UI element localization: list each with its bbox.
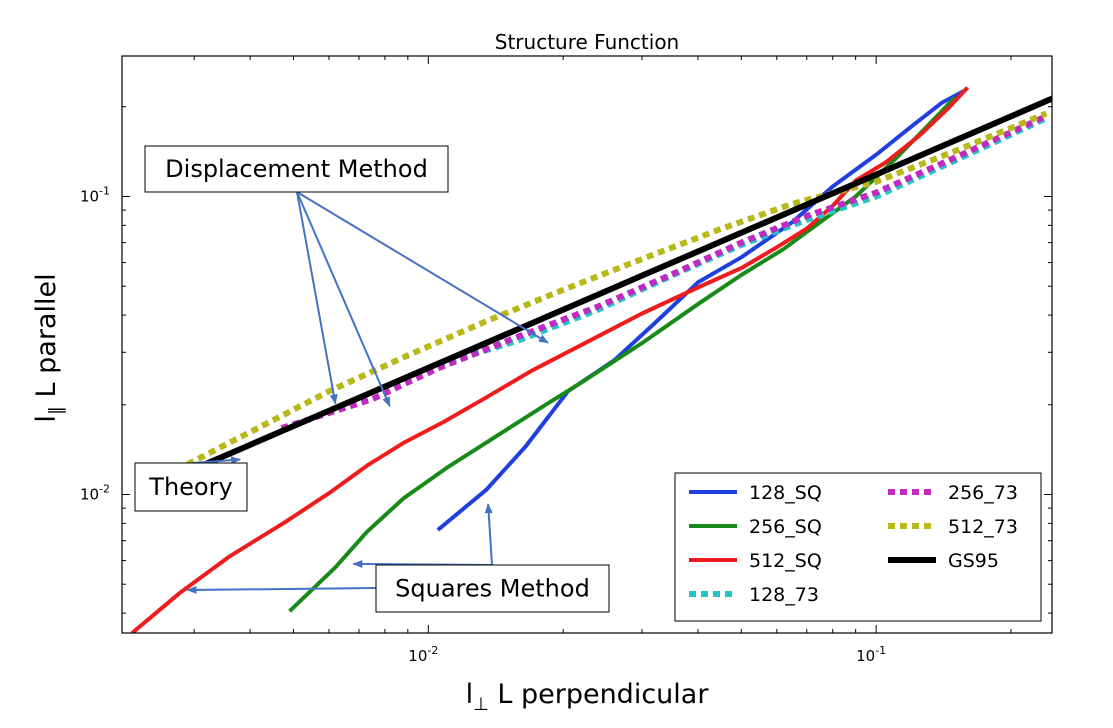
x-tick-label: 10-1	[856, 644, 886, 665]
annotation-label: Theory	[148, 473, 232, 501]
legend-label-gs95: GS95	[948, 550, 999, 572]
annotation-arrow	[296, 191, 391, 408]
y-tick-label: 10-2	[80, 483, 110, 504]
legend-label-512-sq: 512_SQ	[749, 550, 822, 572]
annotation-label: Displacement Method	[165, 155, 428, 183]
legend-label-256-73: 256_73	[948, 482, 1018, 504]
x-tick-label: 10-2	[408, 644, 438, 665]
series-line-512-sq	[130, 86, 970, 633]
annotation-box	[375, 564, 610, 613]
annotation-box	[134, 462, 248, 512]
series-line-128-sq	[436, 88, 967, 532]
annotations: Displacement Method Theory Squares Method	[134, 145, 610, 613]
legend-label-256-sq: 256_SQ	[749, 516, 822, 538]
annotation-label: Squares Method	[395, 575, 590, 603]
legend-label-512-73: 512_73	[948, 516, 1018, 538]
series-line-gs95	[165, 95, 1052, 484]
annotation-theory: Theory	[134, 456, 248, 512]
axis-ticks: 10-2 10-1 10-2 10-1	[80, 56, 1052, 665]
annotation-arrow	[296, 191, 338, 405]
y-axis-label: l∥ L parallel	[31, 273, 67, 422]
annotation-arrow	[484, 503, 493, 566]
annotation-displacement-method: Displacement Method	[144, 145, 549, 408]
x-axis-label: l⊥ L perpendicular	[466, 679, 710, 715]
series-line-512-73	[164, 110, 1048, 478]
chart-title: Structure Function	[495, 30, 679, 54]
series-lines	[130, 86, 1052, 633]
y-tick-label: 10-1	[80, 184, 110, 205]
series-line-256-73	[280, 113, 1048, 431]
legend-label-128-sq: 128_SQ	[749, 482, 822, 504]
annotation-arrow	[296, 191, 549, 344]
annotation-arrow	[192, 456, 242, 465]
legend: 128_SQ 256_SQ 512_SQ 128_73 256_73 512_73 GS95	[674, 472, 1042, 622]
annotation-arrow	[186, 585, 377, 594]
legend-box	[674, 472, 1042, 622]
annotation-box	[144, 145, 449, 193]
plot-frame	[121, 55, 1053, 634]
annotation-squares-method: Squares Method	[186, 503, 610, 613]
legend-label-128-73: 128_73	[749, 584, 819, 606]
